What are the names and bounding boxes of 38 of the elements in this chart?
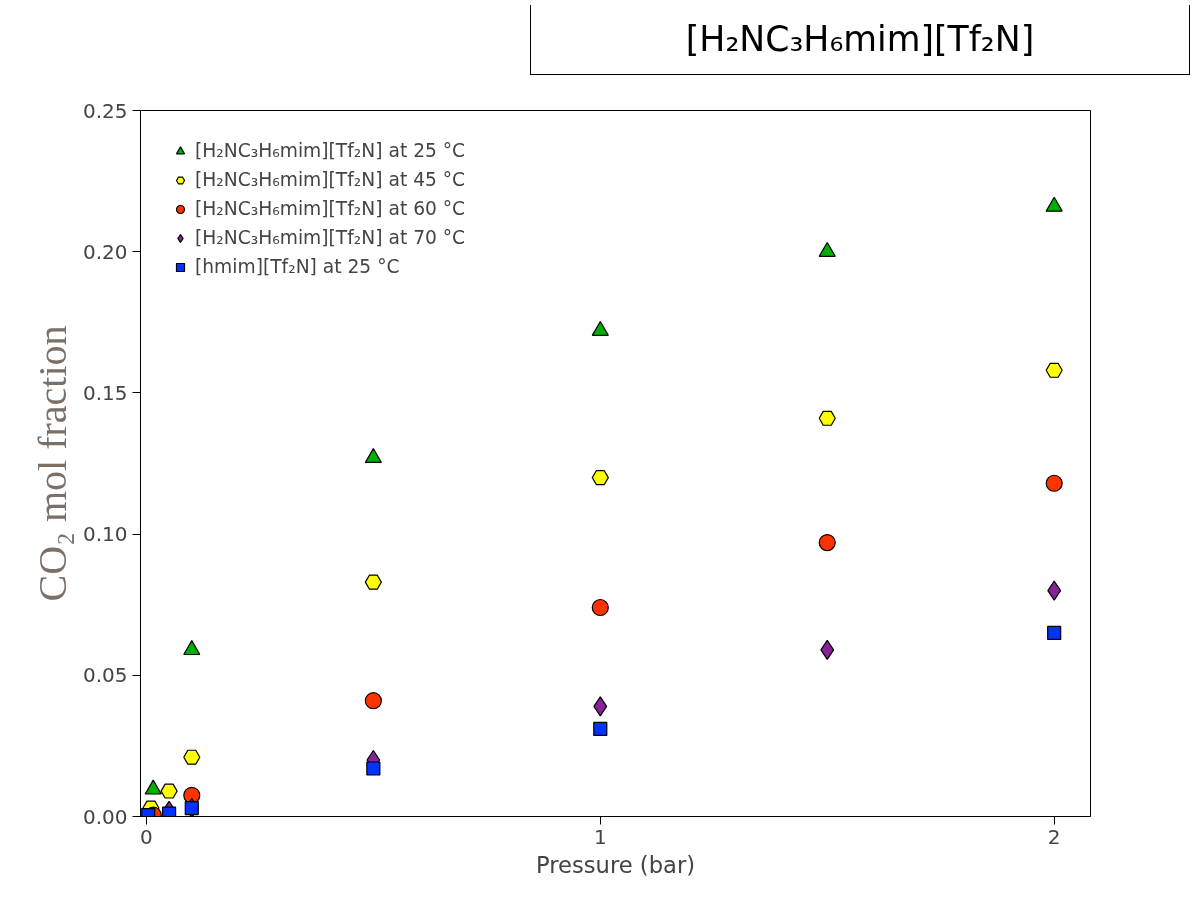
point xyxy=(1047,580,1062,601)
point xyxy=(820,639,835,660)
y-tick-label: 0.15 xyxy=(82,380,128,405)
point xyxy=(818,241,836,257)
legend-label: [H₂NC₃H₆mim][Tf₂N] at 45 °C xyxy=(195,169,466,190)
chart-title: [H₂NC₃H₆mim][Tf₂N] xyxy=(530,5,1190,75)
point xyxy=(183,749,201,765)
x-axis-title: Pressure (bar) xyxy=(535,851,696,878)
x-tick-label: 2 xyxy=(1047,824,1061,849)
point xyxy=(591,598,609,617)
point xyxy=(593,696,608,717)
point xyxy=(364,574,382,590)
point xyxy=(591,470,609,486)
point xyxy=(364,692,382,710)
point xyxy=(1047,625,1062,641)
y-tick-label: 0.05 xyxy=(82,663,128,688)
point xyxy=(1045,474,1063,492)
point xyxy=(366,761,381,776)
point xyxy=(183,640,201,656)
y-tick-label: 0.25 xyxy=(82,98,128,123)
legend-label: [hmim][Tf₂N] at 25 °C xyxy=(195,256,400,277)
x-tick-label: 0 xyxy=(140,824,153,849)
y-tick-label: 0.10 xyxy=(82,522,128,547)
point xyxy=(591,320,609,336)
point xyxy=(818,410,836,426)
legend-label: [H₂NC₃H₆mim][Tf₂N] at 60 °C xyxy=(195,198,466,219)
point xyxy=(593,721,608,737)
point xyxy=(364,448,382,464)
legend-label: [H₂NC₃H₆mim][Tf₂N] at 25 °C xyxy=(195,140,466,161)
point xyxy=(818,533,836,552)
point xyxy=(1045,196,1063,212)
x-tick-label: 1 xyxy=(593,824,607,849)
y-axis-title: CO₂ mol fraction xyxy=(29,325,75,602)
y-tick-label: 0.00 xyxy=(82,804,128,829)
point xyxy=(1045,362,1063,378)
legend-label: [H₂NC₃H₆mim][Tf₂N] at 70 °C xyxy=(195,227,466,248)
y-tick-label: 0.20 xyxy=(82,239,128,264)
point xyxy=(160,783,178,799)
